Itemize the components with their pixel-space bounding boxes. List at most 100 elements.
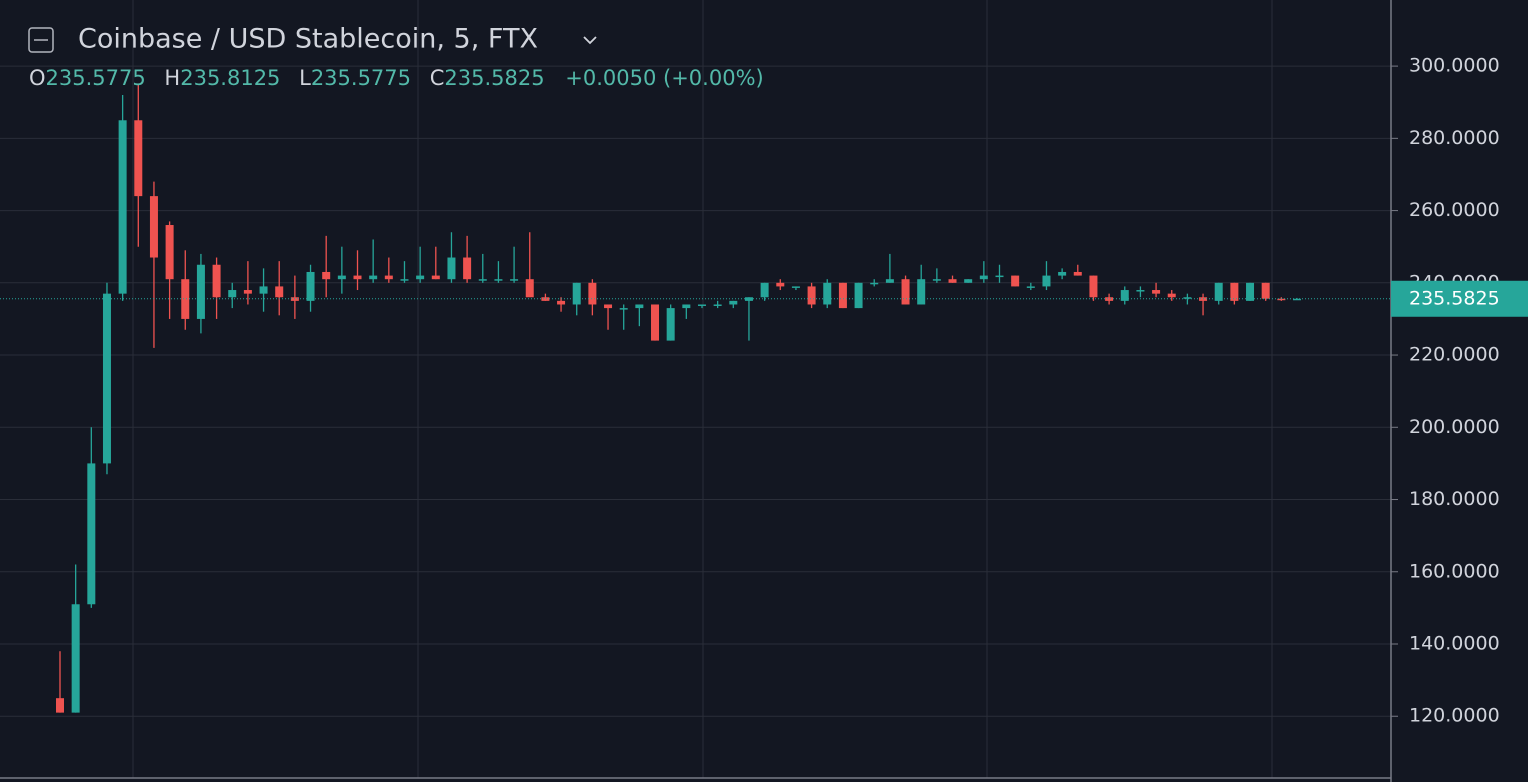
candle-body xyxy=(525,279,534,298)
y-tick-label: 260.0000 xyxy=(1409,199,1500,221)
candle-body xyxy=(901,279,910,305)
candle-body xyxy=(557,300,566,305)
candle-body xyxy=(478,279,487,281)
y-tick-label: 220.0000 xyxy=(1409,344,1500,366)
candle-body xyxy=(322,271,331,280)
candle-body xyxy=(682,304,691,309)
ohlc-change: +0.0050 (+0.00%) xyxy=(565,66,763,90)
candle-body xyxy=(979,275,988,280)
candle-body xyxy=(71,604,80,713)
candle-body xyxy=(102,293,111,464)
candle-body xyxy=(306,271,315,301)
y-tick-label: 200.0000 xyxy=(1409,416,1500,438)
candle-body xyxy=(604,304,613,309)
candle-body xyxy=(1120,290,1129,301)
candle-body xyxy=(1277,298,1286,301)
candle-body xyxy=(1011,275,1020,287)
candle-body xyxy=(1136,290,1145,292)
y-tick-label: 160.0000 xyxy=(1409,560,1500,582)
candles xyxy=(56,84,1301,713)
candle-body xyxy=(118,120,127,294)
ohlc-key: C xyxy=(430,66,445,90)
candle-body xyxy=(1261,282,1270,299)
candle-body xyxy=(995,275,1004,278)
title-chevron[interactable] xyxy=(583,36,597,45)
candle-body xyxy=(1183,297,1192,299)
candle-body xyxy=(744,297,753,301)
candle-body xyxy=(149,196,158,258)
candle-body xyxy=(275,286,284,298)
candle-body xyxy=(572,282,581,305)
last-price-tag xyxy=(1391,280,1528,317)
candle-body xyxy=(541,297,550,301)
candle-body xyxy=(1105,297,1114,301)
y-tick-label: 300.0000 xyxy=(1409,55,1500,77)
y-tick-label: 120.0000 xyxy=(1409,705,1500,727)
candle-body xyxy=(854,282,863,309)
last-price-label: 235.5825 xyxy=(1409,287,1500,309)
candle-body xyxy=(510,279,519,281)
candle-body xyxy=(1026,286,1035,288)
candle-body xyxy=(697,304,706,306)
candle-body xyxy=(384,275,393,280)
candle-body xyxy=(165,225,174,280)
candle-body xyxy=(431,275,440,280)
candle-body xyxy=(885,279,894,283)
collapse-icon[interactable] xyxy=(28,27,54,53)
candle-body xyxy=(353,275,362,280)
candle-body xyxy=(651,304,660,341)
candle-body xyxy=(1089,275,1098,298)
candle-body xyxy=(1042,275,1051,287)
candle-body xyxy=(369,275,378,280)
candle-body xyxy=(1058,271,1067,276)
candle-body xyxy=(1167,293,1176,298)
ohlc-value: 235.5775 xyxy=(311,66,411,90)
ohlc-key: H xyxy=(164,66,180,90)
candle-body xyxy=(463,257,472,280)
candle-body xyxy=(760,282,769,298)
candle-body xyxy=(1230,282,1239,301)
candle-body xyxy=(494,279,503,281)
candle-body xyxy=(588,282,597,305)
ohlc-key: O xyxy=(29,66,46,90)
chart-title[interactable]: Coinbase / USD Stablecoin, 5, FTX xyxy=(78,24,538,55)
ohlc-value: 235.5775 xyxy=(46,66,146,90)
candle-body xyxy=(447,257,456,280)
candle-body xyxy=(243,290,252,294)
candle-body xyxy=(666,308,675,341)
ohlc-legend: O235.5775 H235.8125 L235.5775 C235.5825 … xyxy=(29,66,764,90)
candle-body xyxy=(416,275,425,280)
candle-body xyxy=(228,290,237,298)
candle-body xyxy=(917,279,926,305)
candle-body xyxy=(964,279,973,283)
candle-body xyxy=(1152,290,1161,294)
time-grid xyxy=(132,0,1273,778)
candle-body xyxy=(948,279,957,283)
candle-body xyxy=(807,286,816,305)
candle-body xyxy=(259,286,268,294)
candle-body xyxy=(196,264,205,319)
y-tick-label: 180.0000 xyxy=(1409,488,1500,510)
candle-body xyxy=(1214,282,1223,301)
candle-body xyxy=(1073,271,1082,276)
candle-body xyxy=(181,279,190,319)
y-tick-label: 140.0000 xyxy=(1409,632,1500,654)
candle-body xyxy=(212,264,221,298)
candle-body xyxy=(713,304,722,306)
candle-body xyxy=(87,463,96,605)
y-tick-label: 280.0000 xyxy=(1409,127,1500,149)
candle-body xyxy=(619,308,628,310)
candle-body xyxy=(791,286,800,288)
candle-body xyxy=(729,300,738,305)
candle-body xyxy=(870,282,879,285)
candle-body xyxy=(400,279,409,281)
candle-body xyxy=(134,120,143,197)
candle-body xyxy=(56,698,64,713)
candle-body xyxy=(635,304,644,309)
candle-body xyxy=(932,279,941,281)
candle-body xyxy=(776,282,785,287)
ohlc-value: 235.8125 xyxy=(180,66,280,90)
last-price: 235.5825 xyxy=(0,280,1528,317)
